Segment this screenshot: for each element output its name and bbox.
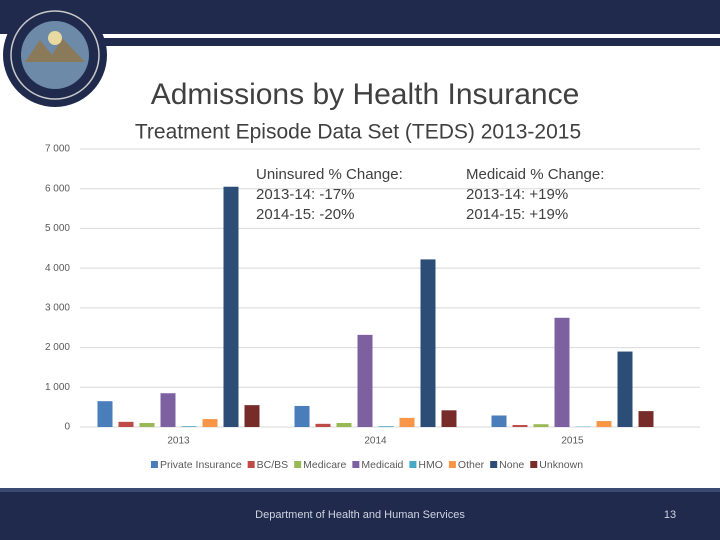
x-tick-label: 2014 [364,436,387,447]
legend-swatch [530,461,538,468]
legend-swatch [294,461,302,468]
legend-swatch [150,461,158,468]
footer-band [0,488,720,540]
annotation: 2014-15: -20% [256,206,354,223]
legend-swatch [247,461,255,468]
y-tick-label: 3 000 [45,302,70,313]
bar [596,421,612,427]
bar [139,423,155,427]
legend-label: Medicare [303,459,346,471]
bar [294,405,310,427]
legend-swatch [490,461,498,468]
annotation: Medicaid % Change: [466,166,604,183]
annotation: 2014-15: +19% [466,206,568,223]
footer-line [0,488,720,492]
legend-label: BC/BS [257,459,289,471]
bar [441,410,457,427]
bar [357,334,373,427]
bar [223,186,239,427]
bar [617,351,633,427]
bar [378,426,394,427]
seal [3,3,107,107]
legend: Private Insurance BC/BS Medicare Medicaid HM… [150,459,583,471]
bar [244,405,260,427]
bar [554,317,570,427]
page-number: 13 [664,509,676,521]
y-tick-label: 4 000 [45,263,70,274]
legend-label: Other [458,459,485,471]
bar [97,401,113,427]
bar [118,421,134,427]
x-tick-label: 2015 [561,436,584,447]
chart-title: Admissions by Health Insurance [151,78,580,111]
legend-label: None [499,459,524,471]
y-tick-label: 5 000 [45,223,70,234]
y-tick-label: 2 000 [45,342,70,353]
bar [638,411,654,427]
annotation: Uninsured % Change: [256,166,403,183]
bar [512,425,528,427]
annotation: 2013-14: -17% [256,186,354,203]
top-strip [100,38,720,46]
y-tick-label: 6 000 [45,183,70,194]
y-tick-label: 1 000 [45,382,70,393]
legend-swatch [448,461,456,468]
bar [533,424,549,427]
bar [202,419,218,427]
bar [491,415,507,427]
annotation: 2013-14: +19% [466,186,568,203]
x-tick-label: 2013 [167,436,190,447]
legend-swatch [409,461,417,468]
legend-label: HMO [418,459,443,471]
y-tick-label: 7 000 [45,144,70,155]
footer-department: Department of Health and Human Services [255,509,465,521]
y-tick-label: 0 [64,422,70,433]
chart-subtitle: Treatment Episode Data Set (TEDS) 2013-2… [135,121,581,144]
bar [420,259,436,427]
bar [160,393,176,427]
top-band [0,0,720,34]
bar [399,417,415,427]
legend-swatch [352,461,360,468]
legend-label: Private Insurance [160,459,242,471]
legend-label: Unknown [539,459,583,471]
bar [315,423,331,427]
legend-label: Medicaid [361,459,403,471]
bar [181,426,197,427]
bar [336,423,352,427]
